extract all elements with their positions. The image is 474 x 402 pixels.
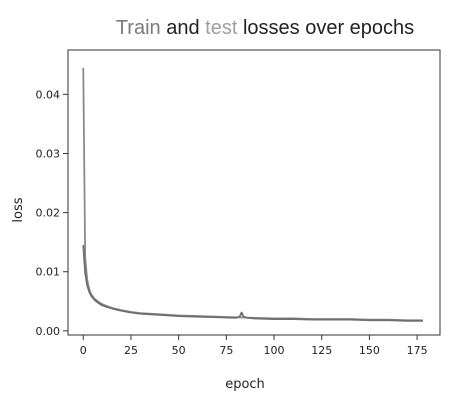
chart-title: Train and test losses over epochs <box>116 17 414 39</box>
y-tick-label: 0.03 <box>36 147 61 160</box>
chart-title-part: and <box>161 17 205 39</box>
y-tick-label: 0.04 <box>36 88 61 101</box>
y-axis-label: loss <box>11 197 26 222</box>
series-line-1 <box>82 67 423 322</box>
y-axis: 0.00 0.01 0.02 0.03 0.04 <box>36 88 68 338</box>
x-tick-label: 150 <box>359 344 380 357</box>
y-tick-label: 0.02 <box>36 207 61 220</box>
x-axis: 0 25 50 75 100 125 150 175 <box>80 335 428 357</box>
chart-title-part: losses over epochs <box>237 17 414 39</box>
chart-title-part: test <box>205 17 238 39</box>
x-tick-label: 50 <box>172 344 186 357</box>
x-tick-label: 75 <box>219 344 233 357</box>
y-tick-label: 0.00 <box>36 325 61 338</box>
plot-area <box>67 49 441 336</box>
y-tick-label: 0.01 <box>36 266 61 279</box>
x-tick-label: 0 <box>80 344 87 357</box>
series-layer <box>82 67 423 322</box>
x-axis-label: epoch <box>225 377 265 392</box>
x-tick-label: 125 <box>311 344 332 357</box>
x-tick-label: 25 <box>124 344 138 357</box>
x-tick-label: 100 <box>264 344 285 357</box>
x-tick-label: 175 <box>407 344 428 357</box>
series-line-2 <box>82 245 423 322</box>
chart-title-part: Train <box>116 17 161 39</box>
